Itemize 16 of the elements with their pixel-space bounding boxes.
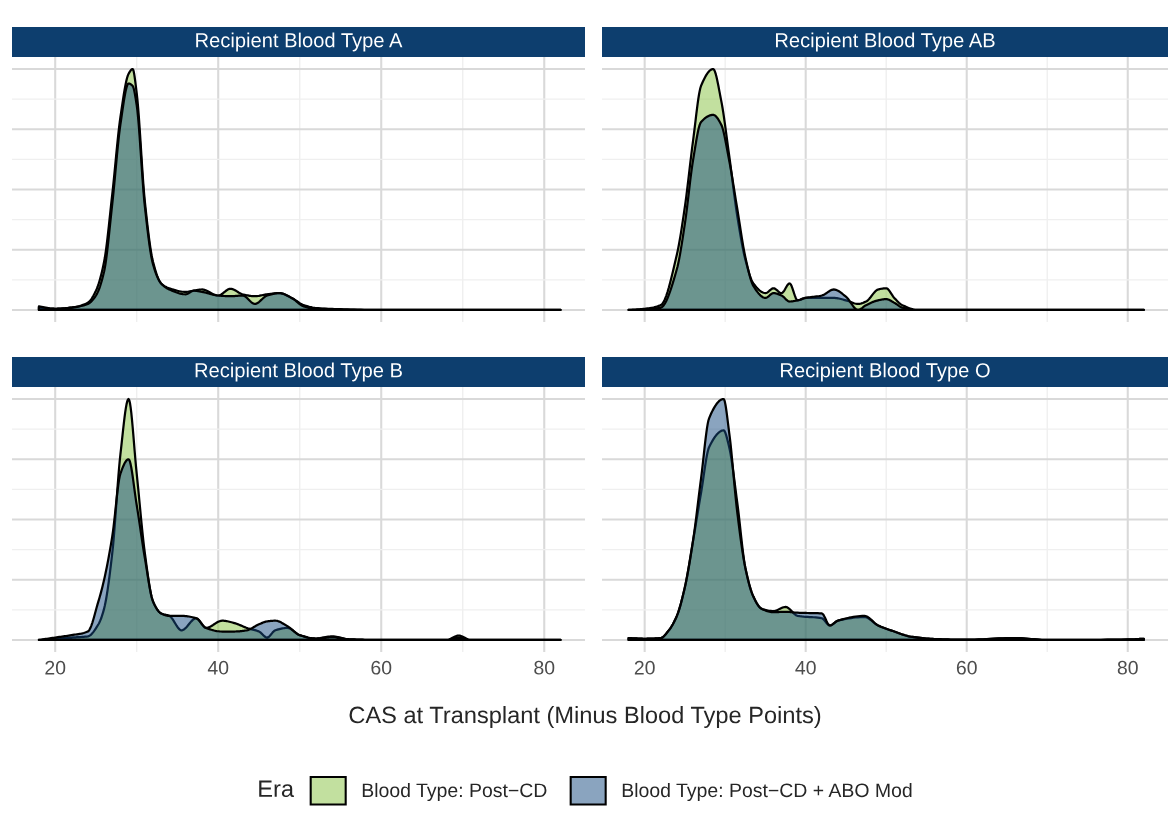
- x-tick-label: 60: [371, 660, 392, 675]
- x-tick-label: 40: [795, 660, 816, 675]
- x-tick-label: 20: [45, 660, 66, 675]
- x-tick-label: 40: [207, 660, 229, 675]
- chart-title: Recipient Blood Type AB: [776, 32, 995, 52]
- legend-title: Era: [259, 780, 295, 798]
- x-tick-label: 80: [534, 660, 555, 675]
- x-tick-label: 80: [1117, 660, 1138, 675]
- chart-title: Recipient Blood Type A: [196, 32, 403, 52]
- legend-label: Blood Type: Post−CD: [362, 782, 547, 802]
- chart-title: Recipient Blood Type B: [195, 362, 402, 382]
- x-tick-label: 20: [634, 660, 655, 675]
- x-axis-title: CAS at Transplant (Minus Blood Type Points): [349, 705, 821, 729]
- x-tick-label: 60: [956, 660, 977, 675]
- legend-label: Blood Type: Post−CD + ABO Mod: [622, 782, 912, 802]
- chart-title: Recipient Blood Type O: [781, 362, 990, 382]
